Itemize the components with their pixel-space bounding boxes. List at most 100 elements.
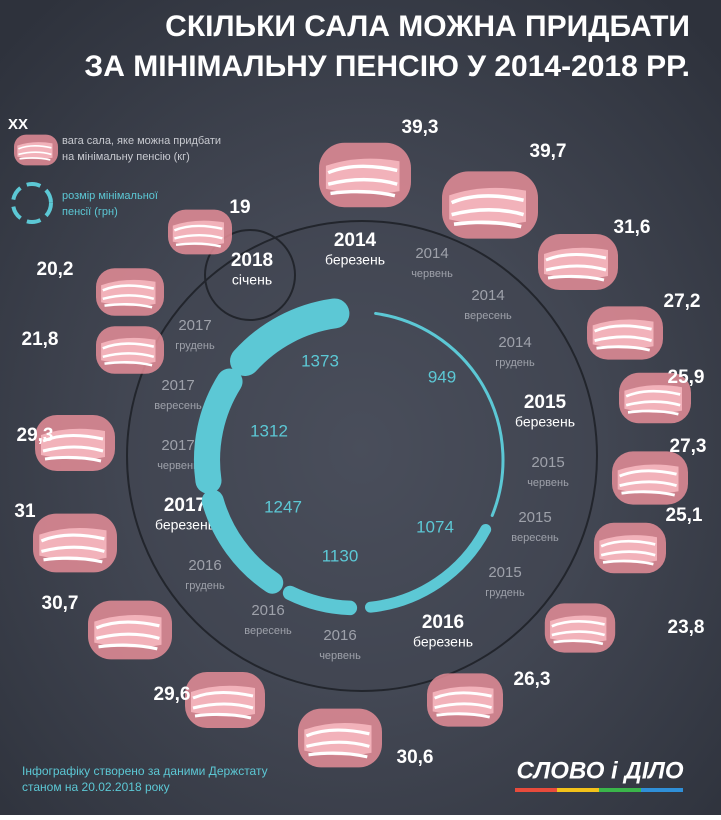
lard-icon [168,209,232,255]
lard-stripe [594,324,652,352]
lard-stripe [173,224,223,248]
lard-icon [319,142,411,208]
pension-label: 1312 [250,421,288,440]
lard-icon [594,522,666,574]
period-month: вересень [244,625,292,637]
period-month: березень [515,414,575,430]
lard-stripe [102,342,155,367]
pension-label: 949 [428,367,456,386]
weight-label: 27,2 [664,291,701,312]
pension-label: 1373 [301,351,339,370]
logo: СЛОВО і ДІЛО [516,757,683,784]
weight-label: 25,9 [668,367,705,388]
lard-stripe [102,284,155,309]
lard-icon [185,672,265,728]
period-year: 2015 [488,564,521,581]
lard-rind [624,385,682,413]
weight-label: 27,3 [670,436,707,457]
weight-label: 25,1 [666,505,703,526]
period-year: 2017 [164,495,206,516]
lard-rind [617,464,679,494]
lard-icon [612,451,688,505]
weight-label: 20,2 [37,259,74,280]
period-month: січень [232,272,272,288]
lard-stripe [545,253,607,282]
legend-symbol: ХХ [8,116,28,133]
period-month: березень [325,252,385,268]
period-month: вересень [464,310,512,322]
lard-stripe [42,434,104,463]
lard-rind [39,528,107,561]
period-month: вересень [511,532,559,544]
lard-icon [427,673,503,727]
lard-rind [101,337,156,365]
lard-icon [96,268,164,316]
period-month: березень [155,517,215,533]
weight-label: 31 [14,501,36,522]
lard-rind [17,142,53,160]
highlight-ring [204,229,296,321]
weight-label: 39,7 [530,141,567,162]
lard-rind [304,723,372,756]
weight-label: 30,6 [397,747,434,768]
period-year: 2014 [471,287,504,304]
period-month: грудень [175,340,215,352]
lard-rind [432,686,494,716]
source-text: станом на 20.02.2018 року [22,780,170,794]
lard-stripe [625,389,681,416]
lard-stripe [551,620,606,646]
period-month: вересень [154,400,202,412]
pension-label: 1130 [322,546,359,565]
pension-label: 1247 [264,497,302,516]
pension-arc [282,585,358,616]
weight-label: 30,7 [42,593,79,614]
title-line: ЗА МІНІМАЛЬНУ ПЕНСІЮ У 2014-2018 РР. [84,50,690,83]
lard-icon [88,600,172,660]
pension-arc [193,368,243,494]
period-month: грудень [485,587,525,599]
lard-stripe [305,728,370,759]
weight-label: 29,6 [154,684,191,705]
weight-label: 26,3 [514,669,551,690]
lard-icon [33,513,117,573]
lard-icon [35,415,115,471]
legend-text: пенсії (грн) [62,206,118,218]
logo-stripe [515,788,683,792]
period-year: 2014 [498,334,531,351]
lard-stripe [450,194,525,229]
lard-icon [298,708,382,768]
pension-arc [364,524,492,613]
pension-arc [230,298,350,376]
lard-rind [101,279,156,307]
period-year: 2017 [161,437,194,454]
lard-icon [14,134,58,166]
lard-icon [538,234,618,290]
pension-label: 1074 [416,517,454,536]
weight-label: 23,8 [668,617,705,638]
lard-icon [96,326,164,374]
lard-rind [449,187,526,225]
period-month: червень [527,477,569,489]
lard-stripe [327,164,398,198]
period-month: грудень [185,580,225,592]
period-year: 2015 [518,509,551,526]
period-month: червень [319,650,361,662]
lard-stripe [434,691,492,719]
lard-stripe [619,469,677,497]
weight-label: 21,8 [22,329,59,350]
title-line: СКІЛЬКИ САЛА МОЖНА ПРИДБАТИ [165,10,690,43]
lard-stripe [95,620,160,651]
lard-rind [172,220,224,246]
lard-icon [587,306,663,360]
period-year: 2014 [334,230,377,251]
period-month: червень [157,460,199,472]
period-year: 2016 [323,627,356,644]
weight-label: 39,3 [402,117,439,138]
lard-icon [544,603,616,653]
weight-label: 31,6 [614,217,651,238]
period-year: 2016 [251,602,284,619]
lard-icon [619,372,691,424]
period-year: 2016 [188,557,221,574]
lard-rind [544,247,608,279]
